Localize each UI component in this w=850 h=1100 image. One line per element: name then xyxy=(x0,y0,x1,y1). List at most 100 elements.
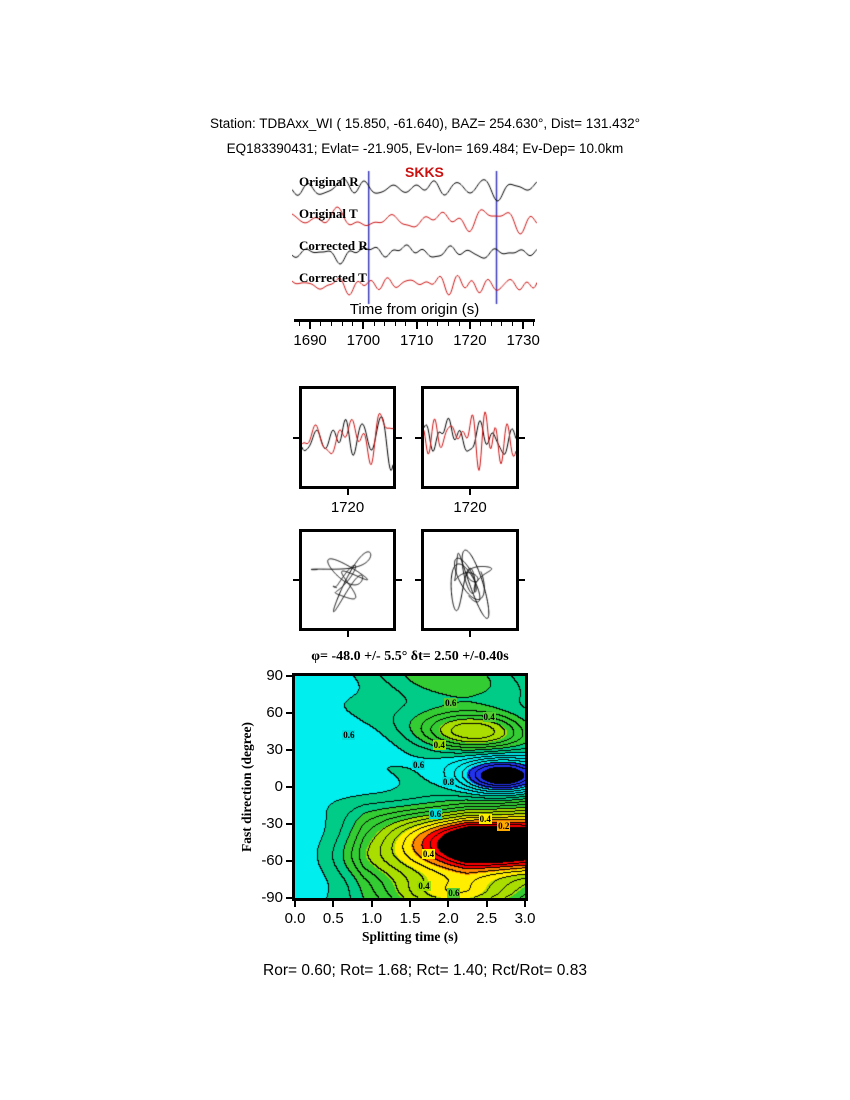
time-axis-minor-tick xyxy=(437,322,439,326)
panel-tick-bottom xyxy=(346,631,349,637)
zoom-left-label: 1720 xyxy=(330,499,365,516)
particle-motion-canvas-left xyxy=(302,532,393,628)
contour-x-tick xyxy=(409,901,411,907)
particle-motion-panel-left xyxy=(299,529,396,631)
contour-level-label: 0.4 xyxy=(432,740,446,751)
trace-label: Original T xyxy=(299,206,358,221)
time-axis-tick xyxy=(522,322,525,329)
panel-tick-right xyxy=(519,436,525,439)
time-axis-line xyxy=(294,319,535,322)
panel-tick-right xyxy=(396,579,402,581)
panel-tick-bottom xyxy=(346,489,349,495)
panel-tick-bottom xyxy=(469,631,471,637)
contour-x-tick-label: 1.0 xyxy=(361,910,383,927)
time-axis-tick-label: 1700 xyxy=(346,332,381,349)
trace-label: Corrected T xyxy=(299,270,367,285)
contour-x-tick-label: 0.5 xyxy=(322,910,344,927)
time-axis-tick-label: 1690 xyxy=(293,332,327,349)
contour-y-tick xyxy=(286,860,292,862)
panel-tick-right xyxy=(396,436,402,439)
panel-tick-left xyxy=(293,436,299,439)
contour-level-label: 0.4 xyxy=(478,814,492,825)
time-axis-minor-tick xyxy=(384,322,386,326)
contour-xlabel: Splitting time (s) xyxy=(362,929,458,944)
contour-y-tick-label: -90 xyxy=(261,889,283,906)
contour-y-tick xyxy=(286,897,292,899)
contour-x-tick xyxy=(524,901,526,907)
contour-x-tick xyxy=(332,901,335,907)
zoom-panel-left xyxy=(299,386,396,489)
contour-level-label: 0.6 xyxy=(444,698,458,709)
panel-tick-left xyxy=(415,436,421,439)
time-axis-minor-tick xyxy=(533,322,535,326)
time-axis-minor-tick xyxy=(341,322,343,326)
time-axis-minor-tick xyxy=(480,322,482,326)
contour-level-label: 0.6 xyxy=(428,809,443,820)
time-axis-tick xyxy=(309,322,312,329)
zoom-right-label: 1720 xyxy=(453,499,487,516)
best-solution-star: ★ xyxy=(478,834,496,854)
time-axis-title: Time from origin (s) xyxy=(349,301,480,318)
station-header: Station: TDBAxx_WI ( 15.850, -61.640), B… xyxy=(209,116,641,131)
zoom-canvas-left xyxy=(302,389,393,486)
time-axis-minor-tick xyxy=(373,322,375,326)
contour-y-tick-label: 60 xyxy=(266,704,283,721)
contour-x-tick-label: 0.0 xyxy=(284,910,306,927)
time-axis-minor-tick xyxy=(352,322,354,326)
panel-tick-left xyxy=(293,579,299,581)
contour-level-label: 0.6 xyxy=(447,888,461,899)
contour-y-tick xyxy=(286,823,292,825)
time-axis-tick-label: 1720 xyxy=(453,332,487,349)
time-axis-minor-tick xyxy=(458,322,460,326)
time-axis-minor-tick xyxy=(501,322,503,326)
particle-motion-panel-right xyxy=(421,529,519,631)
time-axis-minor-tick xyxy=(490,322,492,326)
contour-x-tick-label: 2.0 xyxy=(437,910,459,927)
contour-x-tick xyxy=(370,901,373,907)
contour-y-tick xyxy=(286,749,292,751)
time-axis-tick xyxy=(415,322,418,329)
panel-tick-left xyxy=(415,579,421,581)
contour-level-label: 0.4 xyxy=(417,880,431,891)
contour-level-label: 0.4 xyxy=(421,848,436,859)
time-axis-minor-tick xyxy=(394,322,396,326)
time-axis-tick xyxy=(362,322,365,329)
contour-level-label: 0.6 xyxy=(342,730,356,741)
contour-level-label: 0.6 xyxy=(411,759,426,770)
panel-tick-bottom xyxy=(469,489,471,495)
contour-level-label: 0.4 xyxy=(482,711,496,722)
contour-y-tick-label: -60 xyxy=(261,852,283,869)
contour-level-label: 0.2 xyxy=(497,821,511,832)
time-axis-minor-tick xyxy=(426,322,428,326)
contour-y-tick xyxy=(286,712,292,714)
time-axis-minor-tick xyxy=(330,322,332,326)
contour-y-tick-label: 30 xyxy=(266,741,283,758)
trace-label: Original R xyxy=(299,174,359,189)
contour-level-label: 0.8 xyxy=(441,777,456,788)
time-axis-minor-tick xyxy=(512,322,513,326)
contour-frame xyxy=(292,673,528,901)
contour-x-tick xyxy=(447,901,450,907)
contour-x-tick-label: 1.5 xyxy=(399,910,421,927)
panel-tick-right xyxy=(519,579,525,581)
contour-x-tick-label: 2.5 xyxy=(476,910,498,927)
time-axis-minor-tick xyxy=(448,322,450,326)
time-axis-minor-tick xyxy=(298,322,300,326)
contour-y-tick-label: 0 xyxy=(274,778,283,795)
result-stats: Ror= 0.60; Rot= 1.68; Rct= 1.40; Rct/Rot… xyxy=(263,962,587,979)
contour-y-tick xyxy=(286,786,292,788)
contour-x-tick xyxy=(294,901,296,907)
zoom-panel-right xyxy=(421,386,519,489)
contour-y-tick-label: -30 xyxy=(261,815,283,832)
trace-label: Corrected R xyxy=(299,238,368,253)
time-axis-minor-tick xyxy=(405,322,407,326)
contour-title: φ= -48.0 +/- 5.5° δt= 2.50 +/-0.40s xyxy=(311,649,509,664)
time-axis-tick-label: 1710 xyxy=(399,332,434,349)
contour-y-tick xyxy=(286,675,292,677)
trace-canvas xyxy=(292,168,537,306)
event-header: EQ183390431; Evlat= -21.905, Ev-lon= 169… xyxy=(226,141,624,156)
particle-motion-canvas-right xyxy=(424,532,516,628)
contour-x-tick-label: 3.0 xyxy=(514,910,536,927)
contour-canvas xyxy=(295,676,525,898)
